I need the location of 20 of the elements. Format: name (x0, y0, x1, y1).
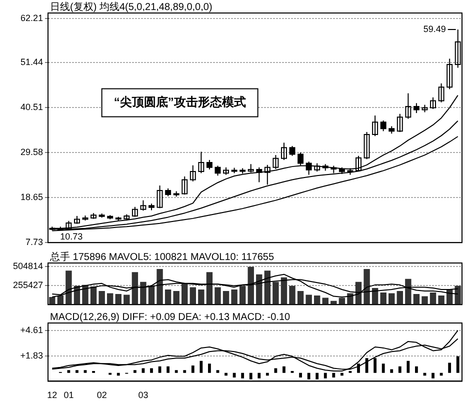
chart-title: 日线(复权) 均线4(5,0,21,48,89,0,0,0) (50, 0, 212, 13)
y-tick-label: 62.21 (20, 12, 43, 23)
y-tick-label: +1.83 (20, 350, 43, 360)
y-tick-label: 51.44 (20, 57, 43, 68)
y-tick-label: 40.51 (20, 102, 43, 112)
y-tick-label: 504814 (12, 260, 43, 271)
x-tick-label: 03 (138, 390, 148, 400)
x-tick-label: 01 (64, 390, 74, 400)
annotation: 10.73 (60, 232, 83, 242)
y-tick-label: 255427 (12, 280, 43, 290)
x-tick-label: 12 (47, 390, 58, 400)
y-tick-label: 7.73 (25, 237, 43, 248)
chart-title: MACD(12,26,9) DIFF: +0.09 DEA: +0.13 MACD: -0.10 (50, 312, 291, 323)
annotation: “尖顶圆底”攻击形态模式 (114, 95, 246, 110)
chart-title: 总手 175896 MAVOL5: 100821 MAVOL10: 117655 (49, 250, 274, 263)
x-tick-label: 02 (96, 390, 107, 400)
y-tick-label: 18.65 (20, 192, 43, 202)
y-tick-label: +4.61 (20, 324, 43, 335)
y-tick-label: 29.58 (20, 147, 43, 158)
annotation: 59.49 (423, 24, 446, 34)
